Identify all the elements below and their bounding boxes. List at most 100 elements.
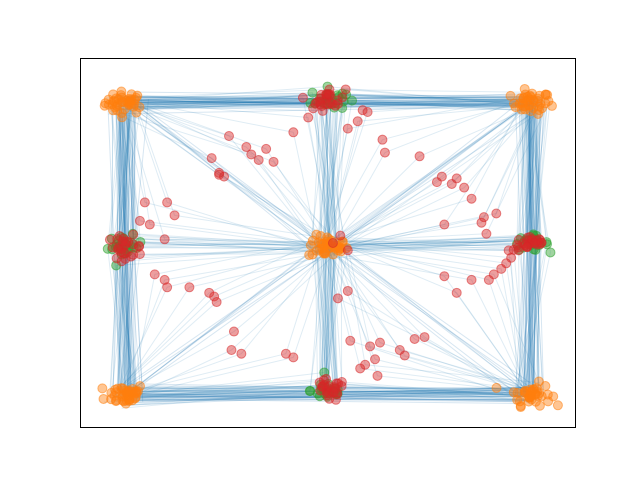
node-point-green <box>545 247 556 258</box>
edge-line <box>360 367 524 390</box>
edge-line <box>322 110 336 246</box>
edge-line <box>332 249 339 390</box>
edge-line <box>133 240 334 249</box>
edge-line <box>126 107 220 176</box>
edge-line <box>285 245 321 354</box>
edge-line <box>120 353 287 395</box>
edge-line <box>518 250 521 396</box>
node-point-red <box>209 291 220 302</box>
node-point-orange <box>100 98 111 109</box>
edge-line <box>329 233 487 243</box>
edge-line <box>121 112 126 254</box>
edge-line <box>325 244 332 391</box>
edge-line <box>337 245 533 394</box>
edge-line <box>119 391 327 396</box>
node-point-orange <box>106 394 117 405</box>
node-point-orange <box>515 93 526 104</box>
edge-line <box>518 252 551 399</box>
node-point-red <box>228 326 239 337</box>
edge-line <box>525 244 532 392</box>
edge-line <box>115 102 119 247</box>
edge-line <box>319 247 338 385</box>
node-point-red <box>451 173 462 184</box>
edge-line <box>334 98 528 109</box>
edge-line <box>123 237 337 245</box>
edge-line <box>309 100 330 252</box>
edge-line <box>309 102 343 249</box>
edge-line <box>126 240 312 247</box>
edge-line <box>317 259 321 391</box>
edge-line <box>126 245 134 399</box>
edge-line <box>114 292 210 394</box>
edge-line <box>111 252 129 393</box>
edge-line <box>528 103 536 250</box>
edge-line <box>117 249 136 392</box>
edge-line <box>336 103 527 244</box>
edge-line <box>121 261 133 396</box>
edge-line <box>337 245 509 251</box>
node-point-red <box>409 333 420 344</box>
node-point-red <box>241 142 252 153</box>
edge-line <box>131 92 313 102</box>
edge-line <box>128 100 320 105</box>
nodes-layer <box>97 81 563 413</box>
edge-line <box>367 100 528 113</box>
edge-line <box>336 198 472 241</box>
edge-line <box>321 245 327 390</box>
edge-line <box>337 94 531 102</box>
edge-line <box>313 251 472 281</box>
node-point-red <box>332 95 343 106</box>
edge-line <box>327 247 376 360</box>
edge-line <box>123 253 126 397</box>
edge-line <box>136 246 324 249</box>
axes-frame <box>80 58 576 428</box>
edge-line <box>213 246 329 297</box>
edge-line <box>329 240 512 259</box>
edge-line <box>335 387 523 401</box>
edge-line <box>117 102 327 108</box>
edge-line <box>319 236 507 264</box>
edge-line <box>323 249 327 385</box>
edge-line <box>233 247 335 332</box>
edge-line <box>129 349 232 399</box>
edge-line <box>328 102 332 241</box>
edge-line <box>517 102 528 248</box>
edge-line <box>323 241 328 390</box>
edge-line <box>240 251 326 355</box>
edge-line <box>326 248 336 389</box>
node-point-red <box>162 282 173 293</box>
edge-line <box>208 241 316 294</box>
node-point-red <box>481 228 492 239</box>
edge-line <box>524 240 537 395</box>
node-point-red <box>224 130 234 141</box>
node-point-orange <box>311 229 322 240</box>
edge-line <box>321 105 338 256</box>
edge-line <box>519 246 528 403</box>
edge-line <box>325 94 330 247</box>
edge-line <box>125 94 322 105</box>
edge-line <box>382 96 543 141</box>
edge-line <box>526 98 533 240</box>
edge-line <box>320 98 331 251</box>
edge-line <box>516 238 540 393</box>
edge-line <box>121 279 166 392</box>
edge-line <box>144 201 327 249</box>
node-point-red <box>288 127 299 138</box>
edge-line <box>522 97 533 243</box>
node-point-green <box>304 386 315 397</box>
edge-line <box>500 268 525 394</box>
edge-line <box>130 274 156 399</box>
edge-line <box>334 386 517 390</box>
edge-line <box>218 172 326 247</box>
edge-line <box>325 235 537 248</box>
edge-line <box>128 389 324 398</box>
edge-line <box>336 247 494 275</box>
edge-line <box>333 392 535 395</box>
node-point-red <box>337 92 348 103</box>
edge-line <box>329 250 336 389</box>
edge-line <box>112 97 320 111</box>
edge-line <box>483 105 540 218</box>
node-point-red <box>476 217 487 228</box>
node-point-red <box>318 375 329 386</box>
edge-line <box>133 250 345 256</box>
